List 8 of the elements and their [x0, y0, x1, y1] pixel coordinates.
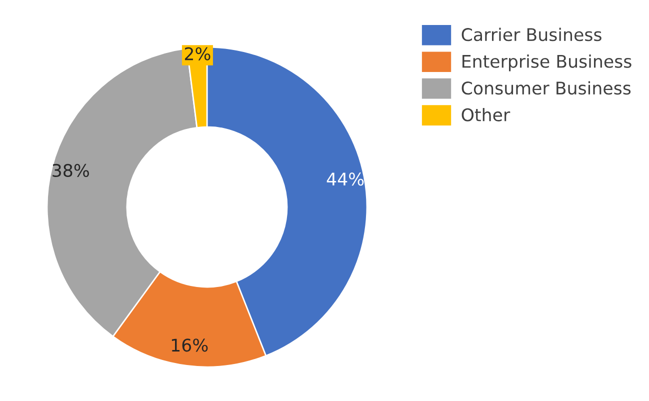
data-label: 44% [326, 172, 364, 186]
data-label: 16% [172, 338, 208, 352]
legend-label: Other [462, 108, 510, 122]
legend-label: Consumer Business [462, 81, 631, 95]
legend-label: Carrier Business [462, 28, 602, 42]
data-label: 38% [52, 164, 89, 178]
legend-label: Enterprise Business [462, 54, 632, 72]
data-label: 2% [184, 47, 210, 60]
